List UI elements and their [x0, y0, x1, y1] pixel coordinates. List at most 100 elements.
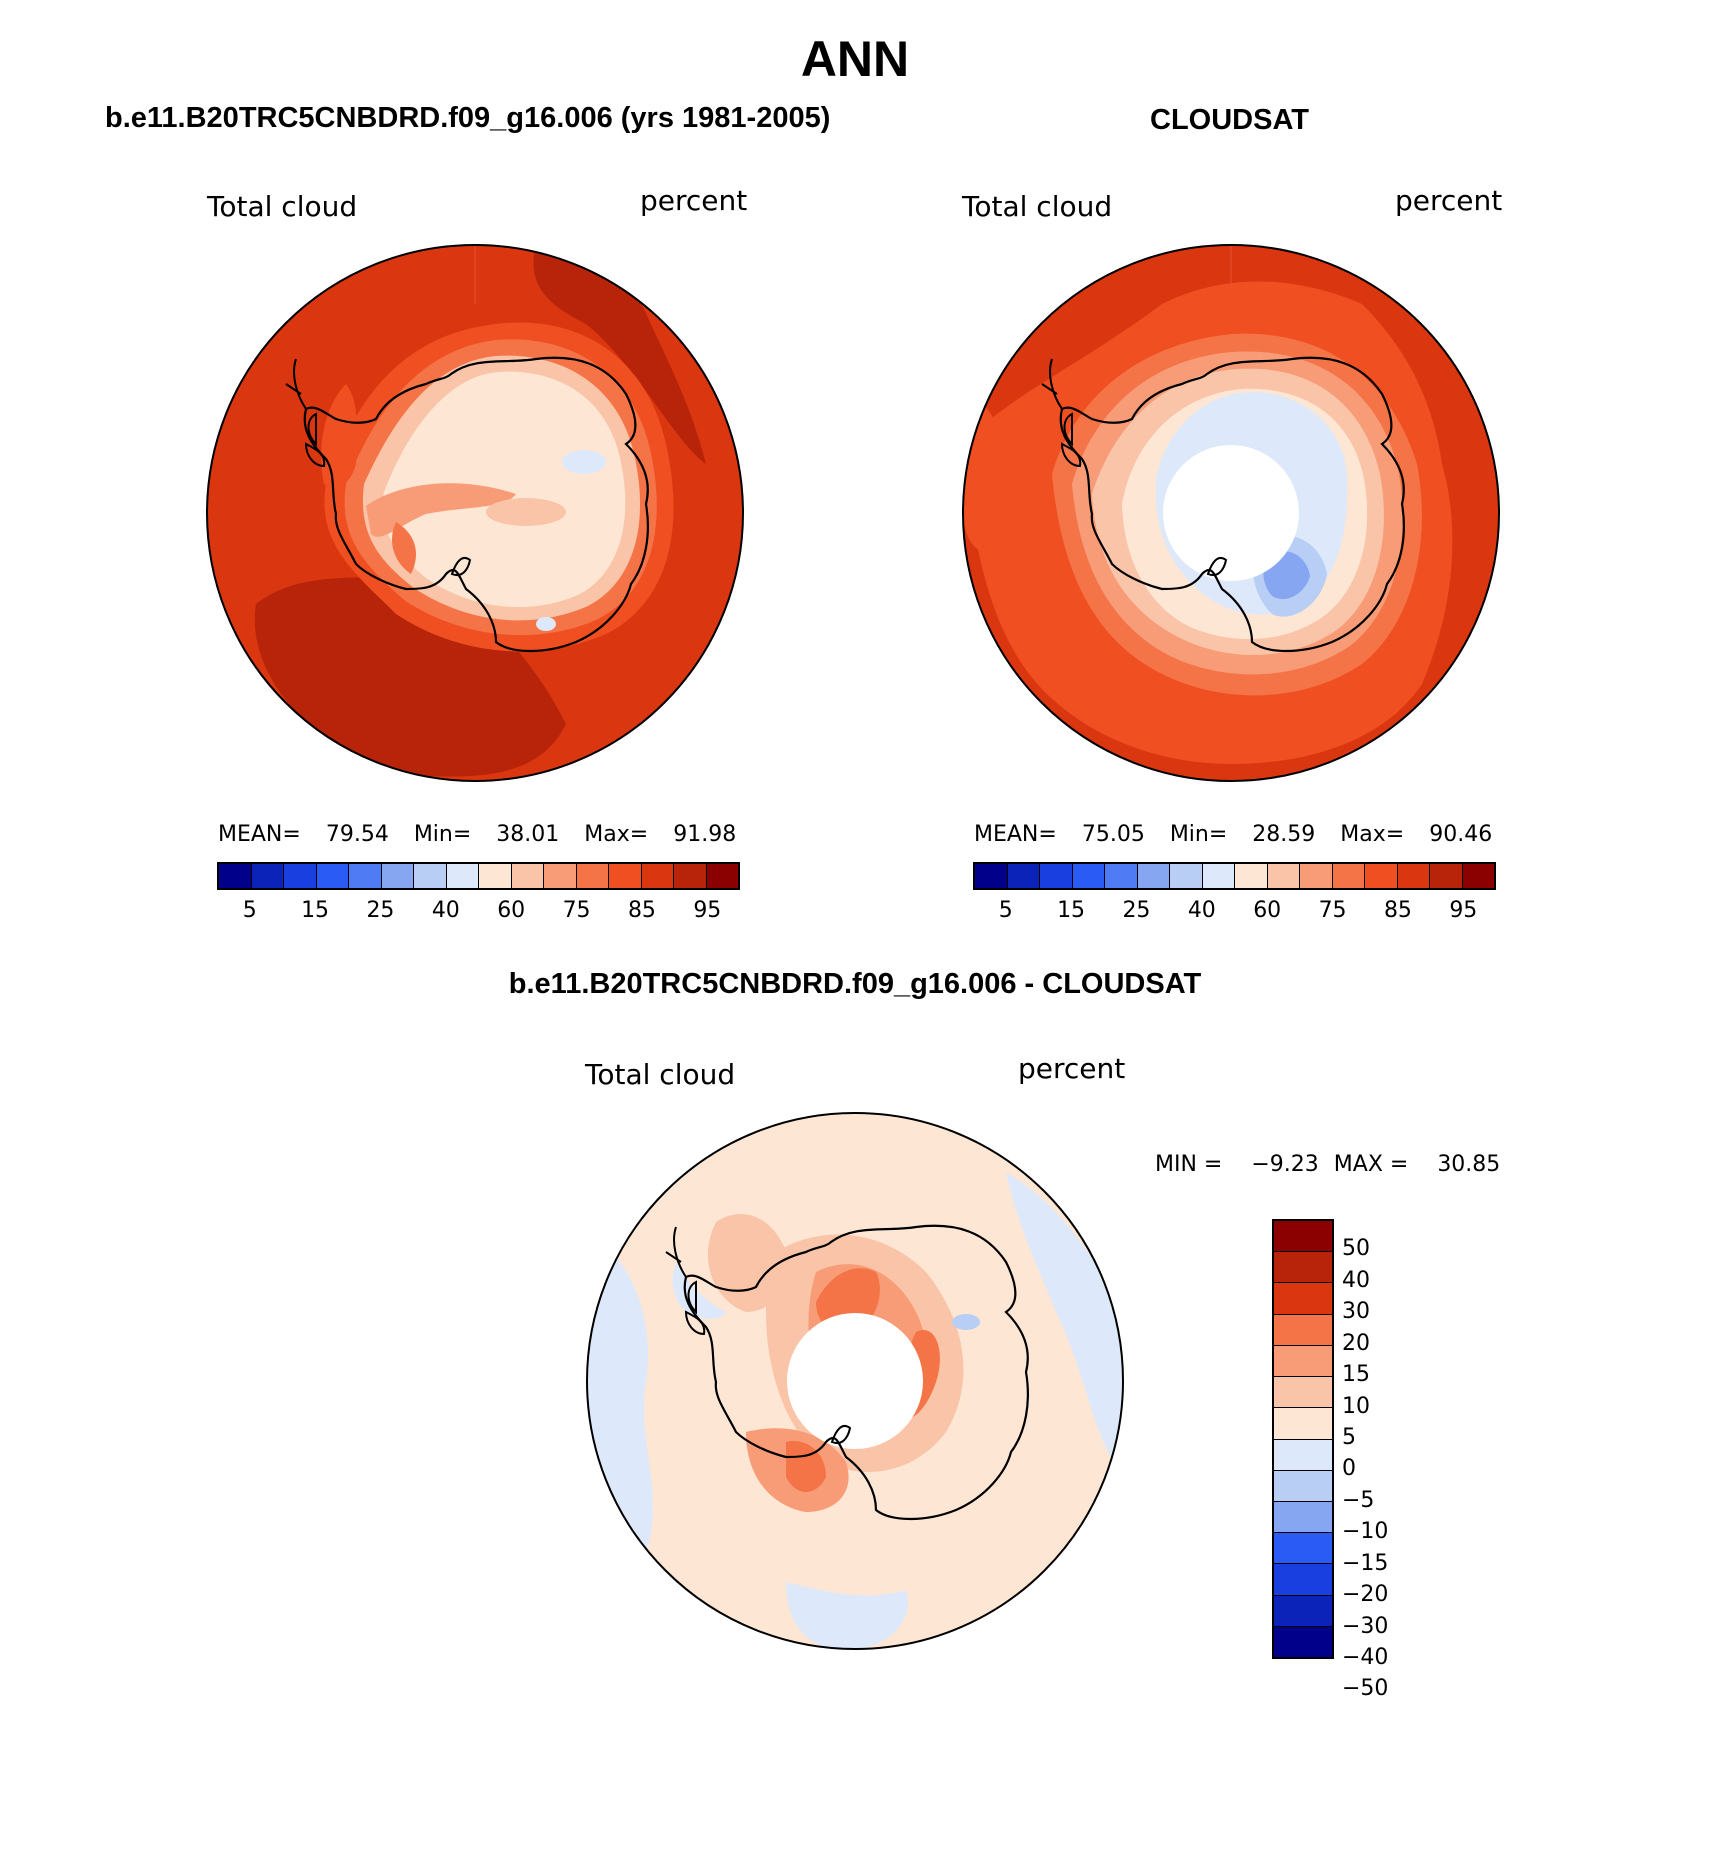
obs-max-value: 90.46 [1429, 822, 1493, 847]
obs-colorbar-swatch [1462, 864, 1494, 888]
model-var-label: Total cloud [207, 190, 358, 223]
model-colorbar-tick-label: 60 [497, 898, 526, 923]
diff-colorbar-tick-label: −10 [1342, 1519, 1389, 1545]
diff-polar-map [586, 1112, 1124, 1650]
diff-colorbar-tick-label: 0 [1342, 1456, 1356, 1482]
obs-colorbar-swatch [1105, 864, 1138, 888]
model-colorbar-swatch [706, 864, 738, 888]
diff-colorbar-tick-label: 50 [1342, 1236, 1370, 1262]
model-mean-label: MEAN= [218, 822, 301, 847]
obs-colorbar: 5 15 25 40 60 75 85 95 [973, 862, 1496, 942]
model-min-value: 38.01 [496, 822, 560, 847]
obs-colorbar-swatch [1365, 864, 1398, 888]
model-colorbar-swatch [316, 864, 349, 888]
model-colorbar-tick-label: 85 [627, 898, 656, 923]
diff-colorbar-tick-label: −30 [1342, 1613, 1389, 1639]
model-colorbar-tick-label: 25 [366, 898, 395, 923]
diff-min-value: −9.23 [1251, 1152, 1319, 1177]
diff-units-label: percent [1018, 1052, 1126, 1085]
obs-colorbar-swatch [1397, 864, 1430, 888]
model-colorbar-swatch [349, 864, 382, 888]
obs-colorbar-swatch [1137, 864, 1170, 888]
diff-colorbar-tick-label: 5 [1342, 1425, 1356, 1450]
diff-cool-patch [952, 1314, 980, 1330]
obs-colorbar-swatch [1072, 864, 1105, 888]
diff-colorbar-tick-label: 10 [1342, 1393, 1370, 1419]
diff-var-label: Total cloud [585, 1058, 736, 1091]
diff-colorbar-swatch [1274, 1283, 1332, 1315]
obs-var-label: Total cloud [962, 190, 1113, 223]
diff-colorbar-tick-label: −5 [1342, 1487, 1375, 1513]
model-colorbar-swatch [381, 864, 414, 888]
obs-colorbar-swatch [1170, 864, 1203, 888]
model-colorbar-tick-label: 5 [242, 898, 257, 923]
model-colorbar-swatch [544, 864, 577, 888]
diff-stats: MIN = −9.23 MAX = 30.85 [1155, 1152, 1500, 1177]
diff-max-value: 30.85 [1437, 1152, 1501, 1177]
diff-colorbar-swatch [1274, 1595, 1332, 1627]
obs-mean-value: 75.05 [1081, 822, 1145, 847]
model-colorbar-tick-label: 95 [693, 898, 722, 923]
diff-colorbar: 50 40 30 20 15 10 5 0 −5 −10 −15 −20 −30 −40 −50 [1272, 1219, 1412, 1701]
diff-max-label: MAX = [1333, 1152, 1409, 1177]
model-colorbar-swatch [414, 864, 447, 888]
model-max-label: Max= [584, 822, 649, 847]
obs-colorbar-tick-label: 75 [1318, 898, 1347, 923]
model-colorbar-swatch [219, 864, 252, 888]
diff-colorbar-tick-label: 15 [1342, 1362, 1370, 1388]
diff-colorbar-swatch [1274, 1564, 1332, 1596]
obs-polar-hole [1163, 445, 1299, 581]
model-colorbar-swatch [479, 864, 512, 888]
diff-colorbar-swatch [1274, 1221, 1332, 1253]
model-blue-patch [562, 450, 606, 474]
model-mean-value: 79.54 [325, 822, 389, 847]
obs-max-label: Max= [1340, 822, 1405, 847]
diff-colorbar-tick-label: 30 [1342, 1299, 1370, 1325]
diff-colorbar-swatch [1274, 1377, 1332, 1409]
model-ridge-band [366, 483, 516, 537]
obs-colorbar-tick-label: 25 [1122, 898, 1151, 923]
obs-min-value: 28.59 [1252, 822, 1316, 847]
model-colorbar-swatch [674, 864, 707, 888]
model-colorbar-swatch [251, 864, 284, 888]
diff-colorbar-tick-label: −40 [1342, 1645, 1389, 1670]
diff-warm-patch-west [707, 1213, 787, 1312]
obs-colorbar-swatch [1332, 864, 1365, 888]
obs-colorbar-swatch [1300, 864, 1333, 888]
obs-colorbar-swatch [1007, 864, 1040, 888]
diff-colorbar-tick-label: 40 [1342, 1267, 1370, 1293]
obs-min-label: Min= [1169, 822, 1228, 847]
model-colorbar: 5 15 25 40 60 75 85 95 [217, 862, 740, 942]
diff-polar-hole [787, 1313, 923, 1449]
obs-colorbar-swatch [1430, 864, 1463, 888]
model-colorbar-tick-label: 40 [431, 898, 460, 923]
model-panel-title: b.e11.B20TRC5CNBDRD.f09_g16.006 (yrs 198… [105, 102, 831, 134]
obs-colorbar-swatch [1235, 864, 1268, 888]
diff-colorbar-tick-label: −50 [1342, 1676, 1389, 1702]
diff-panel-title: b.e11.B20TRC5CNBDRD.f09_g16.006 - CLOUDS… [508, 968, 1202, 1000]
obs-panel-title: CLOUDSAT [1150, 104, 1309, 136]
model-colorbar-tick-label: 75 [562, 898, 591, 923]
diff-colorbar-tick-label: −20 [1342, 1582, 1389, 1608]
diff-colorbar-swatch [1274, 1626, 1332, 1658]
obs-colorbar-swatch [1040, 864, 1073, 888]
main-title: ANN [800, 31, 910, 87]
diff-colorbar-swatch [1274, 1345, 1332, 1378]
model-max-value: 91.98 [673, 822, 737, 847]
model-colorbar-tick-label: 15 [301, 898, 330, 923]
model-stats: MEAN= 79.54 Min= 38.01 Max= 91.98 [218, 822, 736, 847]
obs-polar-map [962, 244, 1500, 782]
obs-colorbar-swatch [1202, 864, 1235, 888]
model-units-label: percent [640, 184, 748, 217]
diff-colorbar-swatch [1274, 1408, 1332, 1440]
obs-colorbar-tick-label: 95 [1449, 898, 1478, 923]
diff-colorbar-swatch [1274, 1501, 1332, 1534]
obs-units-label: percent [1395, 184, 1503, 217]
obs-colorbar-tick-label: 5 [998, 898, 1013, 923]
model-min-label: Min= [413, 822, 472, 847]
model-colorbar-swatch [609, 864, 642, 888]
obs-colorbar-tick-label: 15 [1057, 898, 1086, 923]
obs-colorbar-tick-label: 85 [1383, 898, 1412, 923]
obs-colorbar-swatch [975, 864, 1008, 888]
obs-stats: MEAN= 75.05 Min= 28.59 Max= 90.46 [974, 822, 1492, 847]
